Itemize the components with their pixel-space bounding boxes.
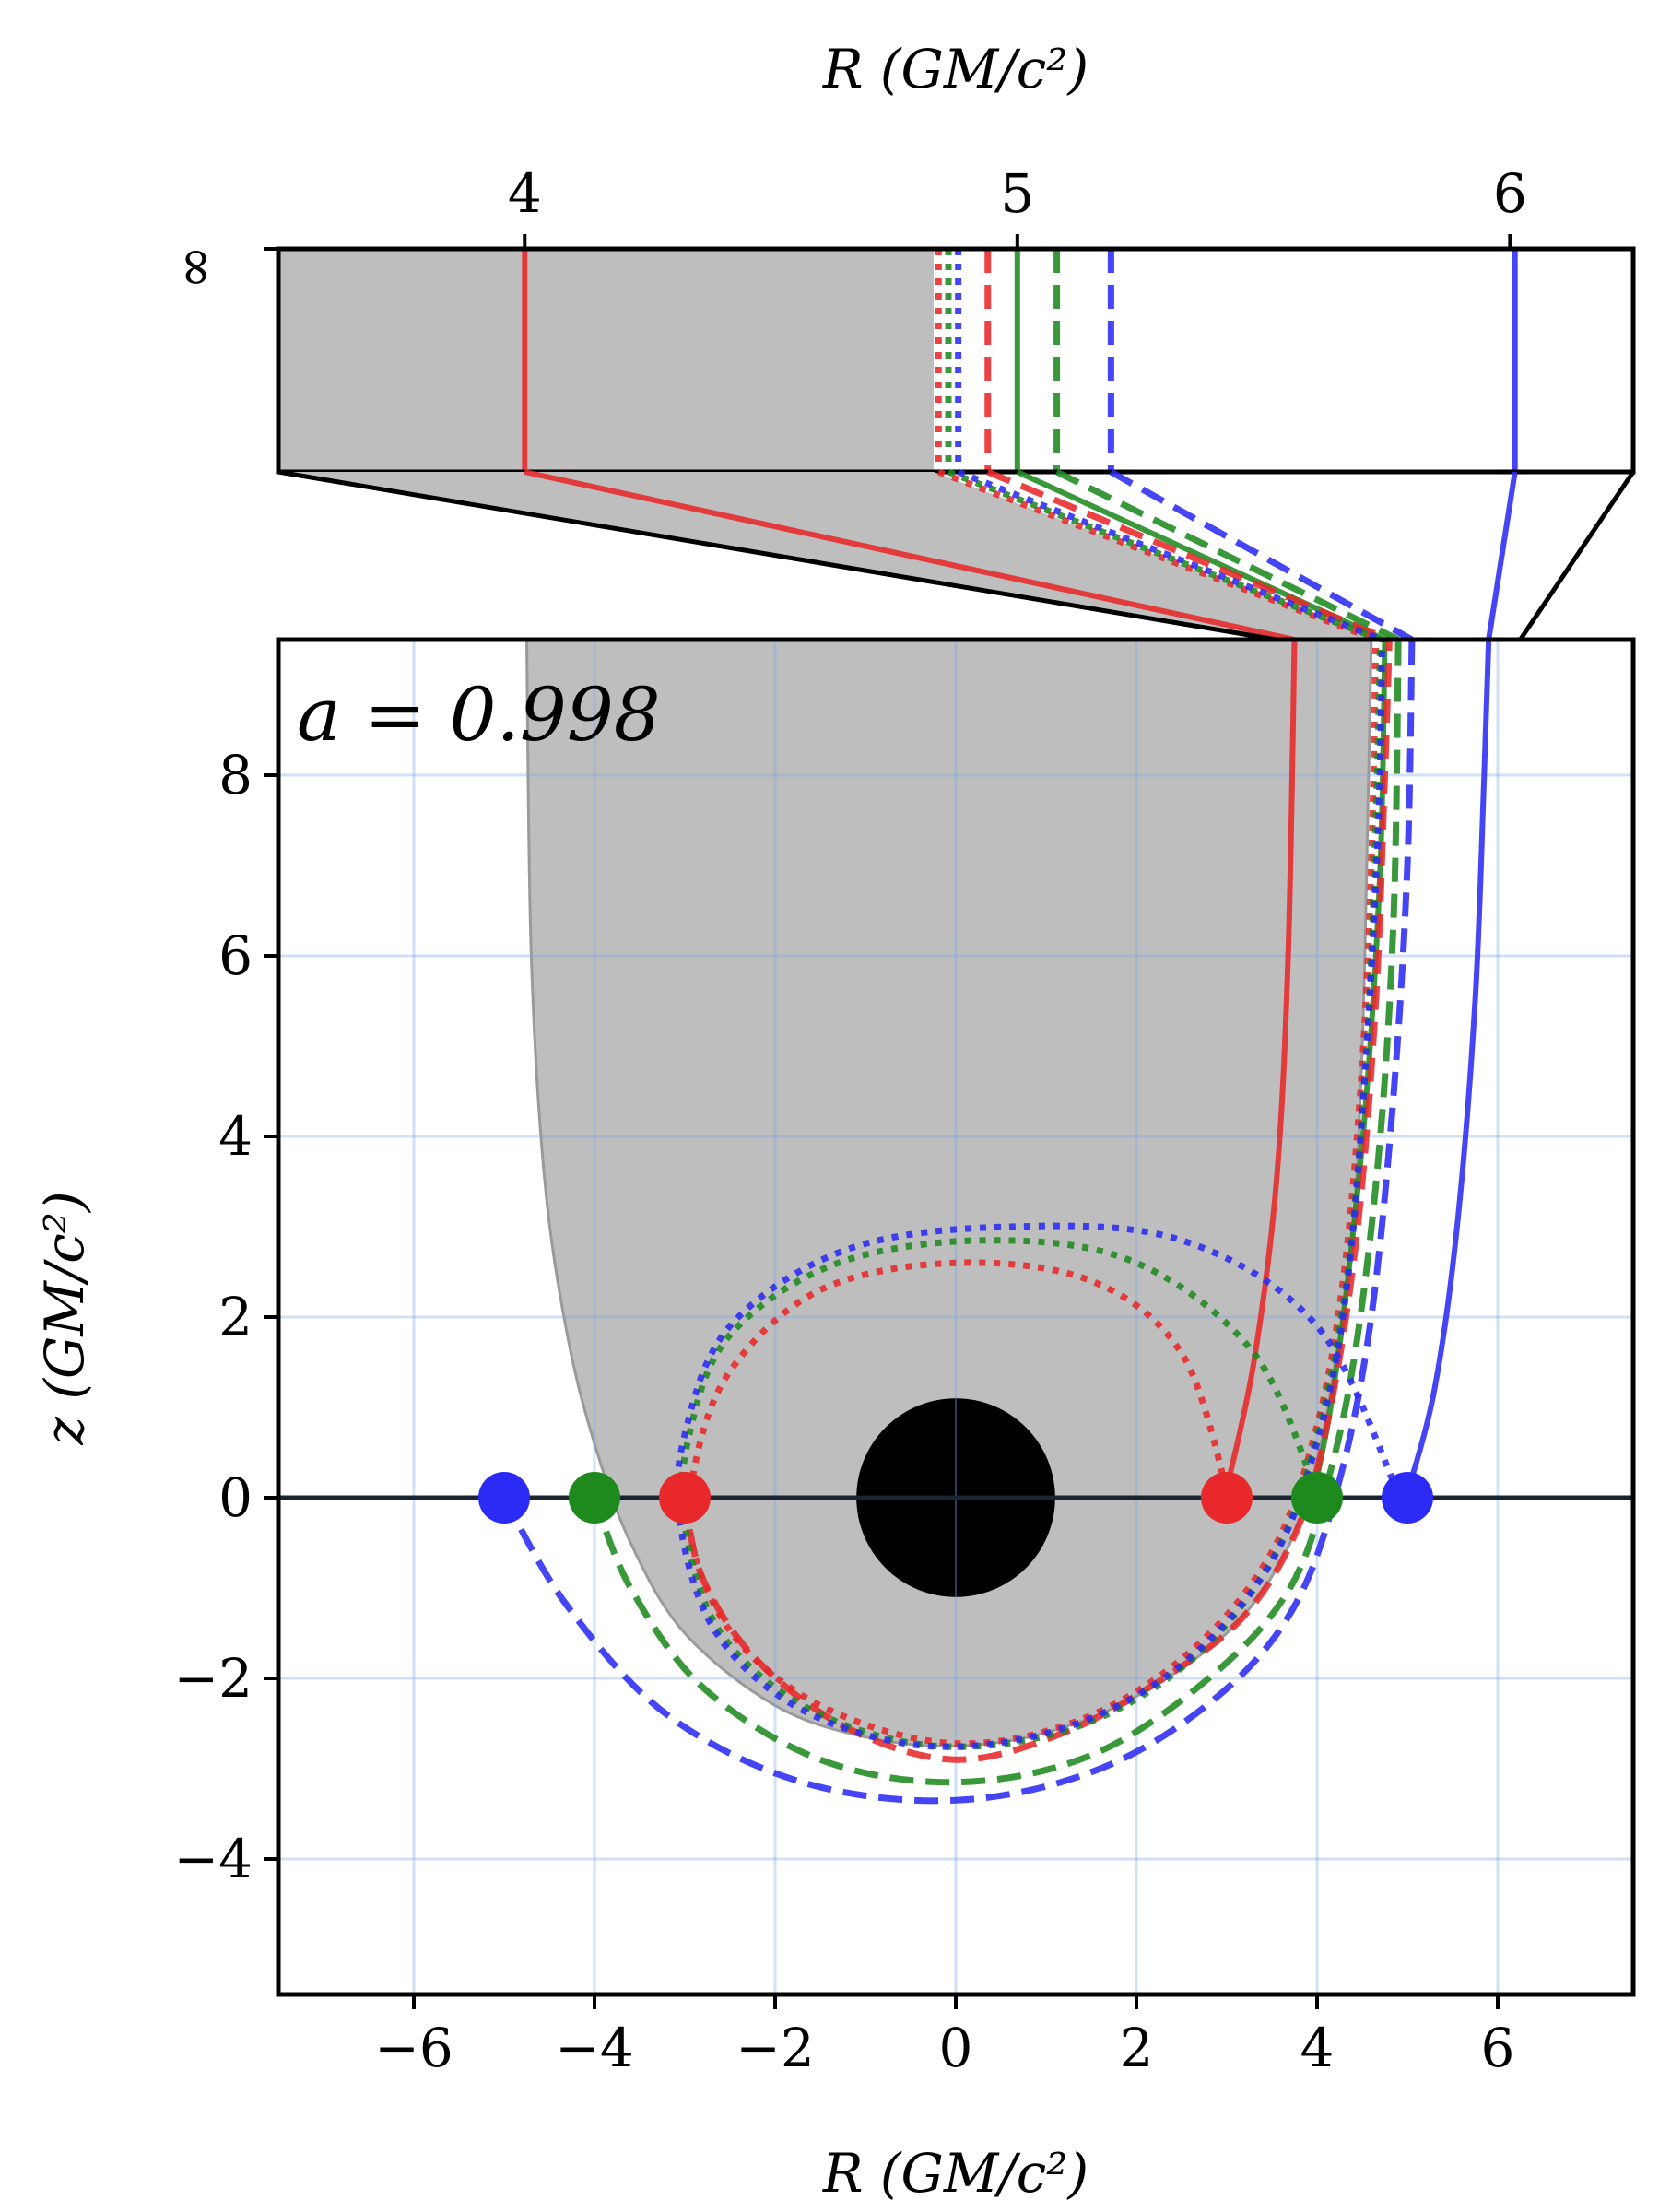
y-tick-label: 2 bbox=[218, 1286, 253, 1348]
footpoint-blue bbox=[478, 1472, 530, 1524]
inset-panel: 4 5 6 R (GM/c²) ∞ bbox=[162, 38, 1636, 475]
x-tick-label: −2 bbox=[735, 2017, 815, 2079]
y-tick-label: 0 bbox=[218, 1466, 253, 1529]
inset-shaded-region bbox=[278, 249, 934, 472]
connector-edge-left bbox=[277, 469, 1277, 642]
connector-edge-right bbox=[1518, 470, 1636, 641]
x-tick-label: 6 bbox=[1481, 2017, 1515, 2079]
connector-shade bbox=[278, 472, 1381, 640]
x-tick-label: 4 bbox=[1300, 2017, 1335, 2079]
field-line-green-dashed bbox=[591, 640, 1402, 1786]
connector-line-blue-solid bbox=[1486, 471, 1518, 641]
y-tick-label: −4 bbox=[174, 1828, 253, 1890]
field-line-red-solid bbox=[1224, 640, 1298, 1489]
y-tick-label: 6 bbox=[218, 924, 253, 987]
y-tick-label: 8 bbox=[218, 744, 253, 806]
field-line-red-dashed bbox=[681, 640, 1393, 1763]
inset-frame bbox=[276, 246, 1636, 475]
y-tick-label: 4 bbox=[218, 1105, 253, 1168]
inset-x-tick-label: 4 bbox=[508, 162, 542, 225]
connector-line-blue-dashed bbox=[1109, 468, 1414, 643]
x-tick-label: −4 bbox=[555, 2017, 634, 2079]
x-tick-label: −6 bbox=[374, 2017, 453, 2079]
inset-x-tick-label: 6 bbox=[1493, 162, 1527, 225]
x-tick-label: 0 bbox=[939, 2017, 973, 2079]
footpoint-red bbox=[659, 1472, 711, 1524]
x-tick-label: 2 bbox=[1120, 2017, 1154, 2079]
inset-x-axis-label: R (GM/c²) bbox=[822, 38, 1088, 100]
connector-line-red-solid bbox=[524, 469, 1296, 642]
field-line-blue-solid bbox=[1405, 640, 1492, 1494]
inset-y-tick-infinity: ∞ bbox=[162, 245, 225, 289]
connector-line-red-dotted bbox=[937, 468, 1377, 643]
field-line-red-dotted bbox=[685, 640, 1380, 1747]
main-x-axis-label: R (GM/c²) bbox=[822, 2142, 1088, 2205]
footpoint-blue bbox=[1382, 1472, 1433, 1524]
spin-annotation: a = 0.998 bbox=[297, 672, 661, 758]
y-tick-label: −2 bbox=[174, 1647, 253, 1710]
main-y-axis-label: z (GM/c²) bbox=[33, 1191, 96, 1445]
footpoint-green bbox=[569, 1472, 620, 1524]
connector-line-blue-dotted bbox=[957, 468, 1383, 643]
connector-line-red-dashed bbox=[986, 468, 1391, 643]
shaded-region bbox=[524, 640, 1373, 1748]
connector-line-green-dotted bbox=[947, 468, 1382, 643]
footpoint-green bbox=[1291, 1472, 1343, 1524]
connector-line-green-dashed bbox=[1055, 468, 1400, 643]
field-line-blue-dashed bbox=[500, 640, 1416, 1805]
inset-connector bbox=[277, 468, 1636, 643]
footpoint-red bbox=[1201, 1472, 1253, 1524]
field-line-blue-dotted bbox=[674, 640, 1402, 1750]
inset-x-tick-label: 5 bbox=[1000, 162, 1034, 225]
